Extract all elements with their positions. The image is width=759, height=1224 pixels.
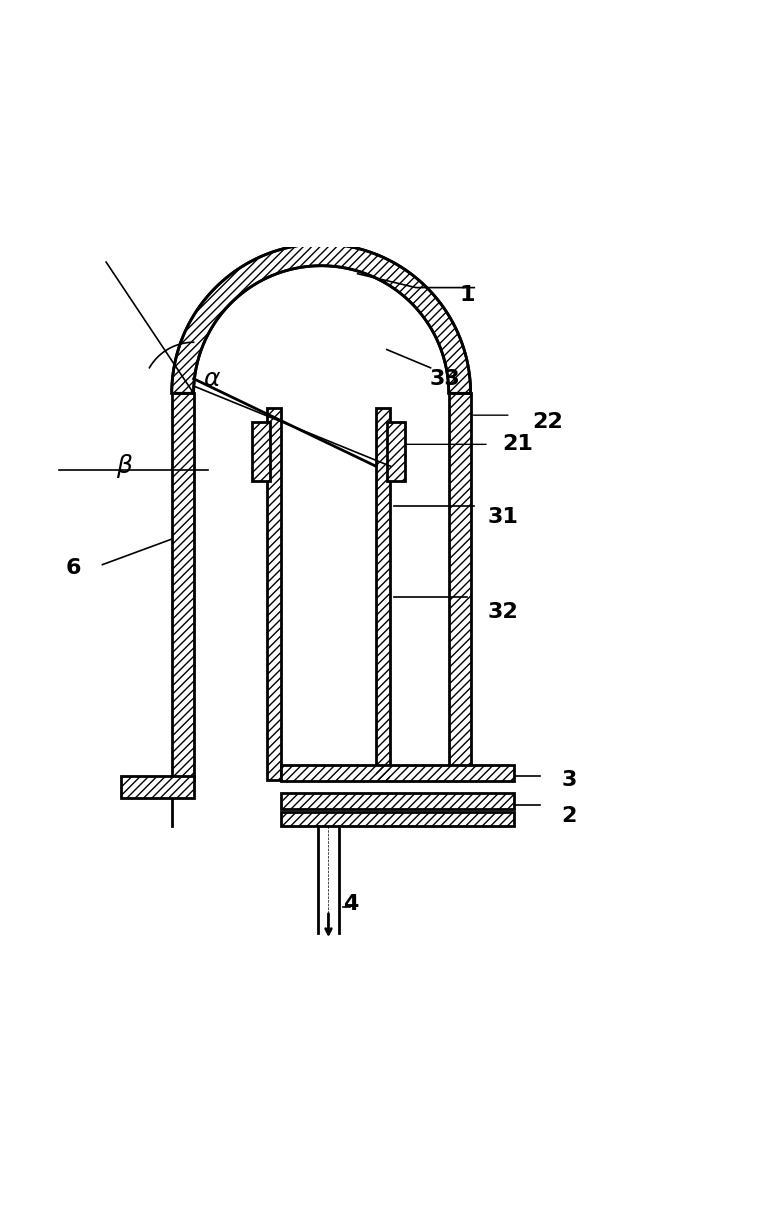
Text: α: α (203, 367, 220, 390)
Bar (387, 422, 405, 481)
Text: 2: 2 (562, 807, 577, 826)
Bar (376, 408, 390, 780)
Bar (121, 776, 194, 798)
Text: 33: 33 (430, 368, 461, 389)
Text: 6: 6 (65, 558, 81, 578)
Bar (387, 422, 405, 481)
Bar (172, 393, 194, 780)
Bar (281, 793, 515, 809)
Bar (172, 393, 194, 780)
Bar (121, 776, 194, 798)
Bar (449, 393, 471, 780)
Bar (252, 422, 270, 481)
Bar (266, 408, 281, 780)
Bar (281, 813, 515, 826)
Bar (281, 765, 515, 781)
Text: 3: 3 (562, 770, 577, 789)
Text: 32: 32 (488, 602, 519, 622)
Text: 31: 31 (488, 507, 519, 528)
Bar (376, 408, 390, 780)
Bar (281, 813, 515, 826)
Text: β: β (116, 454, 132, 479)
Bar (281, 765, 515, 781)
Bar (449, 393, 471, 780)
Text: 1: 1 (459, 285, 474, 305)
Text: 4: 4 (342, 894, 358, 913)
Polygon shape (172, 244, 471, 393)
Bar (266, 408, 281, 780)
Bar (281, 793, 515, 809)
Text: 21: 21 (502, 435, 534, 454)
Text: 22: 22 (532, 412, 562, 432)
Bar (252, 422, 270, 481)
